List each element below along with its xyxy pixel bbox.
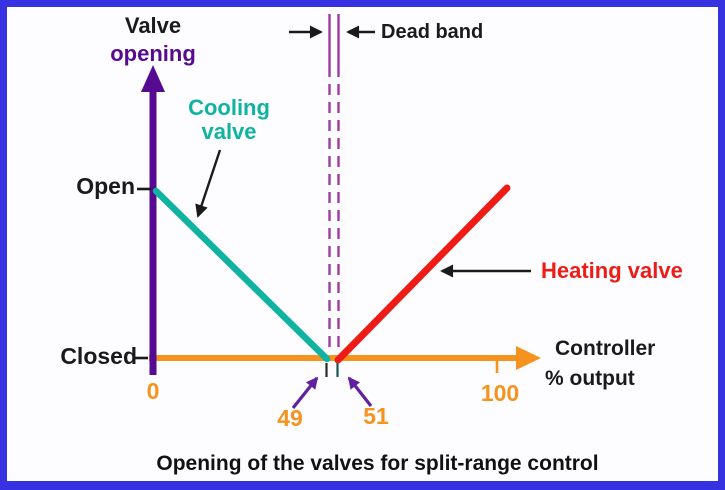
arrow-to-51	[347, 376, 373, 407]
y-tick-label-open: Open	[76, 173, 135, 199]
cooling-pointer-arrow	[195, 149, 222, 218]
cooling-valve-line	[152, 187, 331, 363]
x-tick-label-0: 0	[146, 378, 160, 404]
y-axis	[141, 65, 165, 375]
x-axis-title-line1: Controller	[555, 337, 656, 360]
y-tick-label-closed: Closed	[60, 343, 137, 369]
y-axis-title-line1: Valve	[124, 13, 182, 38]
dead-band-label: Dead band	[381, 21, 484, 43]
figure-caption: Opening of the valves for split-range co…	[156, 452, 599, 475]
cooling-valve-label: Cooling valve	[188, 95, 270, 145]
cooling-valve-label-line1: Cooling	[188, 95, 270, 120]
x-tick-label-51: 51	[363, 403, 389, 429]
y-axis-arrowhead	[141, 65, 165, 92]
heating-valve-label: Heating valve	[541, 258, 683, 283]
x-tick-label-100: 100	[480, 380, 520, 406]
x-axis-title-line2: % output	[545, 367, 635, 390]
cooling-valve-label-line2: valve	[201, 119, 257, 145]
arrow-to-49	[291, 376, 319, 409]
x-axis	[149, 346, 541, 373]
x-axis-arrowhead	[516, 346, 541, 370]
heating-valve-line	[334, 184, 511, 364]
y-axis-title-line2: opening	[110, 41, 196, 66]
x-tick-label-49: 49	[277, 405, 303, 431]
plot-background	[7, 7, 718, 481]
